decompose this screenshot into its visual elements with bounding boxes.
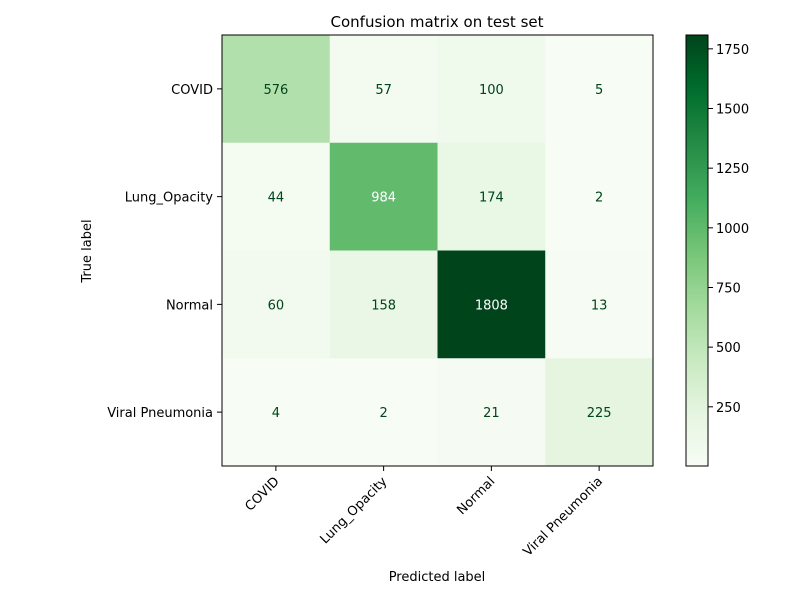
colorbar-tick-label: 500 bbox=[716, 341, 741, 356]
heatmap-cell-labels: 576 57 100 5 44 984 174 2 60 158 1808 13 4 2 21 225 bbox=[263, 83, 611, 421]
colorbar-tick-label: 1750 bbox=[716, 43, 749, 58]
heatmap-cell bbox=[329, 35, 438, 144]
cell-value-label: 60 bbox=[268, 298, 285, 313]
heatmap-cell bbox=[545, 250, 654, 359]
cell-value-label: 21 bbox=[483, 406, 500, 421]
cell-value-label: 44 bbox=[268, 191, 285, 206]
cell-value-label: 1808 bbox=[475, 298, 508, 313]
heatmap-cell bbox=[329, 358, 438, 467]
cell-value-label: 174 bbox=[479, 191, 504, 206]
cell-value-label: 100 bbox=[479, 83, 504, 98]
y-axis-ticks: COVID Lung_Opacity Normal Viral Pneumonia bbox=[107, 83, 222, 421]
heatmap-cell bbox=[222, 358, 331, 467]
heatmap-cell bbox=[545, 142, 654, 251]
cell-value-label: 576 bbox=[263, 83, 288, 98]
cell-value-label: 4 bbox=[272, 406, 280, 421]
cell-value-label: 2 bbox=[595, 191, 603, 206]
heatmap-cell bbox=[222, 250, 331, 359]
colorbar-tick-label: 1000 bbox=[716, 222, 749, 237]
heatmap-cell bbox=[437, 35, 546, 144]
cell-value-label: 13 bbox=[591, 298, 608, 313]
y-tick-label: Viral Pneumonia bbox=[107, 406, 213, 421]
cell-value-label: 225 bbox=[587, 406, 612, 421]
cell-value-label: 158 bbox=[371, 298, 396, 313]
x-axis-ticks: COVID Lung_Opacity Normal Viral Pneumonia bbox=[243, 466, 606, 560]
heatmap-cell bbox=[437, 142, 546, 251]
x-axis-label: Predicted label bbox=[389, 570, 486, 585]
y-tick-label: COVID bbox=[171, 83, 213, 98]
heatmap-cell bbox=[329, 142, 438, 251]
x-tick-label: Viral Pneumonia bbox=[521, 474, 606, 559]
heatmap-cell bbox=[437, 358, 546, 467]
x-tick-label: COVID bbox=[243, 474, 283, 514]
x-tick-label: Lung_Opacity bbox=[317, 474, 390, 547]
colorbar-tick-label: 1250 bbox=[716, 162, 749, 177]
cell-value-label: 57 bbox=[375, 83, 392, 98]
cell-value-label: 2 bbox=[379, 406, 387, 421]
heatmap-cell bbox=[545, 358, 654, 467]
colorbar bbox=[685, 34, 709, 467]
y-tick-label: Lung_Opacity bbox=[125, 191, 214, 206]
colorbar-tick-label: 750 bbox=[716, 281, 741, 296]
heatmap-cell bbox=[329, 250, 438, 359]
heatmap-cell bbox=[545, 35, 654, 144]
colorbar-tick-label: 250 bbox=[716, 401, 741, 416]
plot-frame bbox=[221, 34, 654, 467]
heatmap-cell bbox=[222, 35, 331, 144]
y-axis-label: True label bbox=[80, 219, 95, 283]
x-tick-label: Normal bbox=[454, 474, 498, 518]
heatmap-cell bbox=[222, 142, 331, 251]
colorbar-tick-label: 1500 bbox=[716, 103, 749, 118]
cell-value-label: 984 bbox=[371, 191, 396, 206]
y-tick-label: Normal bbox=[166, 298, 213, 313]
heatmap-cells bbox=[222, 35, 654, 467]
chart-title: Confusion matrix on test set bbox=[331, 13, 544, 31]
cell-value-label: 5 bbox=[595, 83, 603, 98]
colorbar-ticks: 250 500 750 1000 1250 1500 1750 bbox=[708, 43, 749, 416]
heatmap-cell bbox=[437, 250, 546, 359]
